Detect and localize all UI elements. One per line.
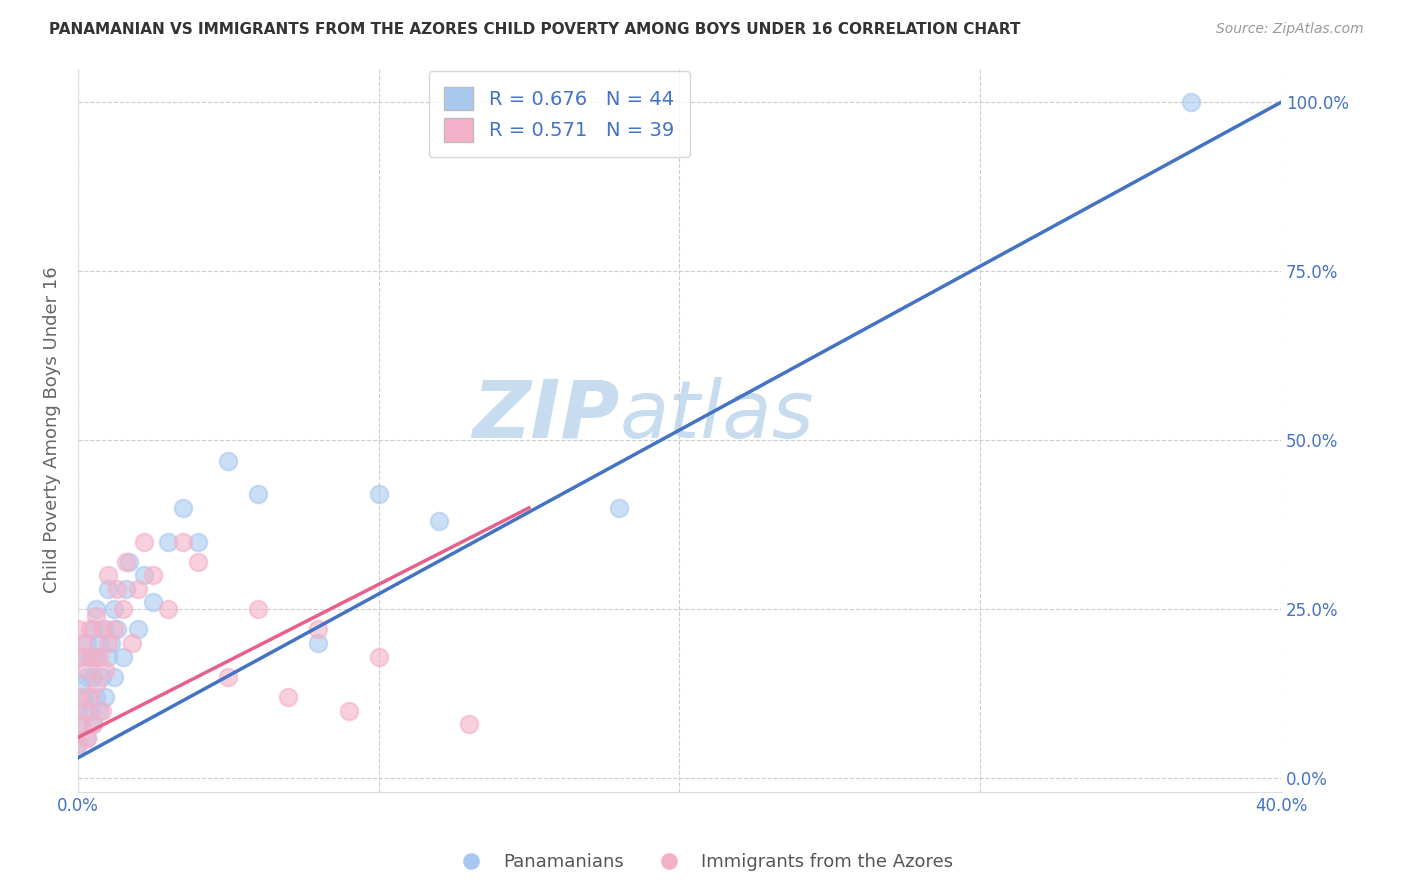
- Point: [1180, 95, 1202, 110]
- Point: [79, 649, 101, 664]
- Point: [105, 582, 128, 596]
- Point: [69, 649, 91, 664]
- Point: [76, 670, 98, 684]
- Point: [247, 487, 270, 501]
- Point: [84, 602, 107, 616]
- Point: [103, 602, 125, 616]
- Point: [90, 670, 112, 684]
- Point: [217, 453, 239, 467]
- Point: [105, 623, 128, 637]
- Text: Source: ZipAtlas.com: Source: ZipAtlas.com: [1216, 22, 1364, 37]
- Point: [66, 690, 89, 704]
- Point: [118, 555, 141, 569]
- Legend: Panamanians, Immigrants from the Azores: Panamanians, Immigrants from the Azores: [446, 847, 960, 879]
- Point: [84, 609, 107, 624]
- Point: [87, 704, 110, 718]
- Point: [307, 636, 329, 650]
- Point: [127, 623, 149, 637]
- Point: [307, 623, 329, 637]
- Point: [187, 555, 209, 569]
- Point: [84, 649, 107, 664]
- Point: [100, 636, 122, 650]
- Point: [103, 623, 125, 637]
- Point: [79, 704, 101, 718]
- Point: [90, 623, 112, 637]
- Point: [69, 676, 91, 690]
- Point: [87, 636, 110, 650]
- Point: [73, 690, 96, 704]
- Point: [66, 649, 89, 664]
- Point: [157, 534, 180, 549]
- Point: [94, 663, 117, 677]
- Point: [103, 670, 125, 684]
- Point: [82, 623, 104, 637]
- Point: [94, 690, 117, 704]
- Point: [132, 568, 155, 582]
- Text: PANAMANIAN VS IMMIGRANTS FROM THE AZORES CHILD POVERTY AMONG BOYS UNDER 16 CORRE: PANAMANIAN VS IMMIGRANTS FROM THE AZORES…: [49, 22, 1021, 37]
- Point: [82, 649, 104, 664]
- Point: [217, 670, 239, 684]
- Point: [66, 738, 89, 752]
- Point: [69, 717, 91, 731]
- Point: [82, 717, 104, 731]
- Point: [457, 717, 479, 731]
- Point: [132, 534, 155, 549]
- Point: [97, 649, 120, 664]
- Point: [172, 534, 194, 549]
- Point: [277, 690, 299, 704]
- Point: [76, 731, 98, 745]
- Y-axis label: Child Poverty Among Boys Under 16: Child Poverty Among Boys Under 16: [44, 267, 60, 593]
- Point: [115, 555, 138, 569]
- Point: [111, 602, 134, 616]
- Point: [97, 568, 120, 582]
- Point: [111, 649, 134, 664]
- Point: [82, 670, 104, 684]
- Point: [157, 602, 180, 616]
- Point: [73, 704, 96, 718]
- Point: [367, 649, 389, 664]
- Point: [337, 704, 360, 718]
- Point: [247, 602, 270, 616]
- Point: [87, 649, 110, 664]
- Text: ZIP: ZIP: [472, 376, 619, 455]
- Point: [79, 623, 101, 637]
- Point: [90, 704, 112, 718]
- Point: [142, 595, 165, 609]
- Point: [127, 582, 149, 596]
- Text: atlas: atlas: [619, 376, 814, 455]
- Point: [76, 663, 98, 677]
- Point: [97, 636, 120, 650]
- Point: [66, 704, 89, 718]
- Point: [121, 636, 143, 650]
- Point: [84, 690, 107, 704]
- Point: [427, 514, 450, 528]
- Point: [82, 717, 104, 731]
- Point: [142, 568, 165, 582]
- Point: [367, 487, 389, 501]
- Point: [187, 534, 209, 549]
- Point: [76, 636, 98, 650]
- Point: [76, 731, 98, 745]
- Point: [69, 717, 91, 731]
- Point: [94, 623, 117, 637]
- Point: [66, 623, 89, 637]
- Point: [79, 690, 101, 704]
- Point: [172, 500, 194, 515]
- Point: [84, 676, 107, 690]
- Point: [97, 582, 120, 596]
- Point: [66, 738, 89, 752]
- Point: [73, 636, 96, 650]
- Point: [115, 582, 138, 596]
- Legend: R = 0.676   N = 44, R = 0.571   N = 39: R = 0.676 N = 44, R = 0.571 N = 39: [429, 71, 689, 157]
- Point: [607, 500, 630, 515]
